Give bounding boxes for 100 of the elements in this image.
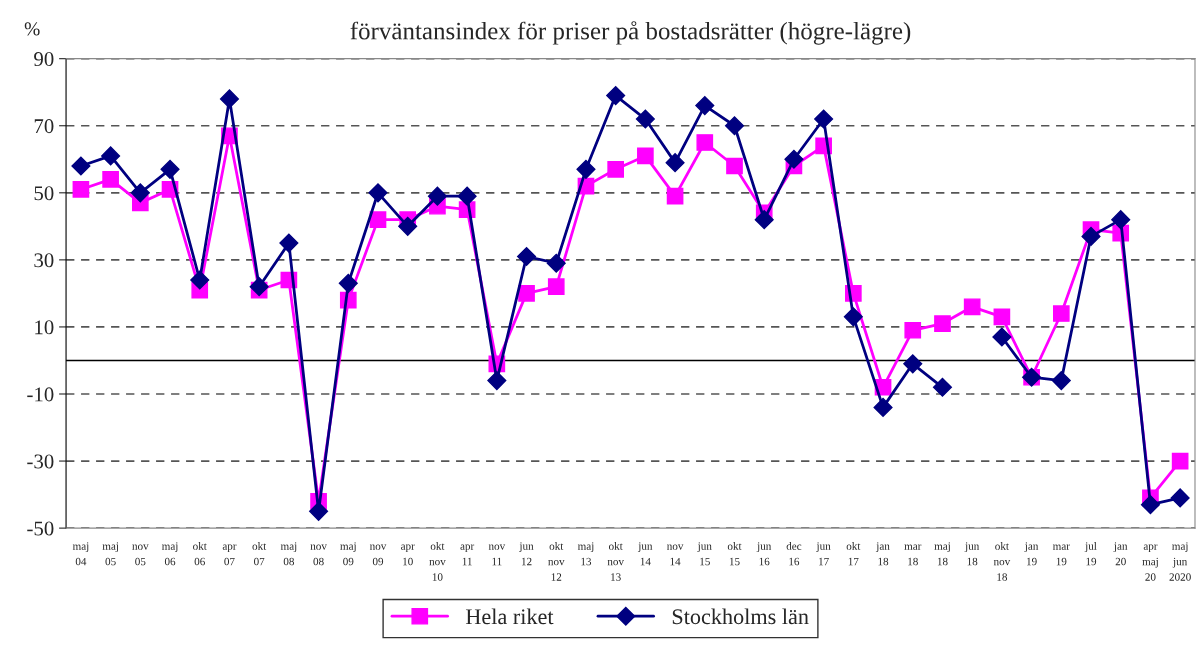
x-tick-label: apr maj 20 [1142,544,1158,581]
point [754,210,774,230]
point [665,153,685,173]
x-tick-label: okt nov 12 [548,542,565,581]
point [517,246,537,267]
x-tick-label: okt 17 [846,542,861,566]
point [873,397,893,417]
point [934,315,951,332]
point [607,160,625,178]
x-tick-label: apr 07 [222,544,237,566]
point [1171,452,1189,470]
point [696,134,714,151]
point [219,89,239,109]
x-tick-label: maj jun 2020 [1169,542,1191,581]
point [1140,495,1160,515]
point [160,159,180,179]
x-tick-label: okt nov 13 [607,542,624,581]
point [904,321,922,339]
point [101,146,121,166]
point [635,109,655,129]
point [637,147,654,165]
chart-title: förväntansindex för priser på bostadsrätter (högre-lägre) [350,21,911,45]
x-tick-label: jan 20 [1113,542,1128,566]
point [71,156,91,176]
x-tick-label: dec 16 [786,542,802,566]
x-tick-label: jul 19 [1084,542,1097,566]
x-tick-label: maj 06 [161,542,178,566]
x-tick-label: jun 16 [756,542,772,566]
point [547,278,565,296]
point [72,181,90,198]
point [518,285,535,302]
point [843,307,863,327]
x-tick-label: jun 12 [519,542,534,566]
point [190,270,210,290]
x-tick-label: apr 11 [460,544,475,566]
y-tick-label: 30 [34,253,54,268]
point [427,186,447,206]
x-tick-label: mar 19 [1052,544,1070,566]
point [903,354,923,374]
point [963,298,981,316]
y-tick-label: -50 [27,521,54,536]
point [546,253,566,273]
point [1051,371,1071,391]
x-tick-label: okt nov 10 [429,542,446,581]
x-tick-label: jan 19 [1024,542,1039,566]
point [726,157,743,175]
x-tick-label: okt 06 [193,542,207,566]
y-tick-label: -30 [27,454,54,469]
x-tick-label: nov 09 [369,544,387,566]
point [398,216,418,236]
y-tick-label: 90 [34,52,54,67]
point [130,183,150,203]
x-tick-label: maj 13 [577,542,594,566]
x-tick-label: okt 07 [252,542,267,566]
legend-label: Stockholms län [672,608,809,625]
point [368,183,388,203]
point [695,96,715,116]
x-tick-label: nov 05 [132,544,149,566]
x-tick-label: okt nov 18 [993,542,1011,581]
point [724,116,745,136]
x-tick-label: nov 11 [488,544,506,566]
x-tick-label: maj 08 [280,542,297,566]
x-tick-label: okt 15 [727,542,742,566]
point [1111,210,1131,230]
point [1081,226,1101,246]
point [784,149,804,169]
x-tick-label: maj 09 [340,542,356,566]
x-tick-label: jan 18 [875,542,890,566]
x-tick-label: jun 14 [637,542,653,566]
x-tick-label: maj 05 [102,542,118,566]
point [1170,488,1190,508]
x-tick-label: maj 18 [934,542,950,566]
point [1052,305,1070,322]
point [487,371,507,391]
point [932,377,953,397]
point [814,109,834,129]
point [338,273,358,293]
point [309,501,329,521]
x-tick-label: nov 14 [667,544,684,566]
x-tick-label: jun 18 [964,542,980,566]
point [666,187,684,205]
point [606,86,626,106]
point [576,159,596,179]
x-tick-label: mar 18 [904,544,922,566]
y-tick-label: -10 [27,387,54,402]
x-tick-label: apr 10 [401,544,415,566]
point [993,308,1011,326]
x-tick-label: nov 08 [310,544,327,566]
point [369,211,387,228]
point [102,171,119,188]
point [279,233,299,253]
x-tick-label: maj 04 [72,542,89,566]
y-tick-label: 10 [35,320,54,335]
y-axis-title: % [24,22,40,36]
legend-label: Hela riket [465,608,554,625]
y-tick-label: 50 [34,186,54,201]
point [992,327,1012,347]
x-tick-label: jun 17 [816,542,831,566]
point [457,186,477,206]
y-tick-label: 70 [34,119,54,134]
